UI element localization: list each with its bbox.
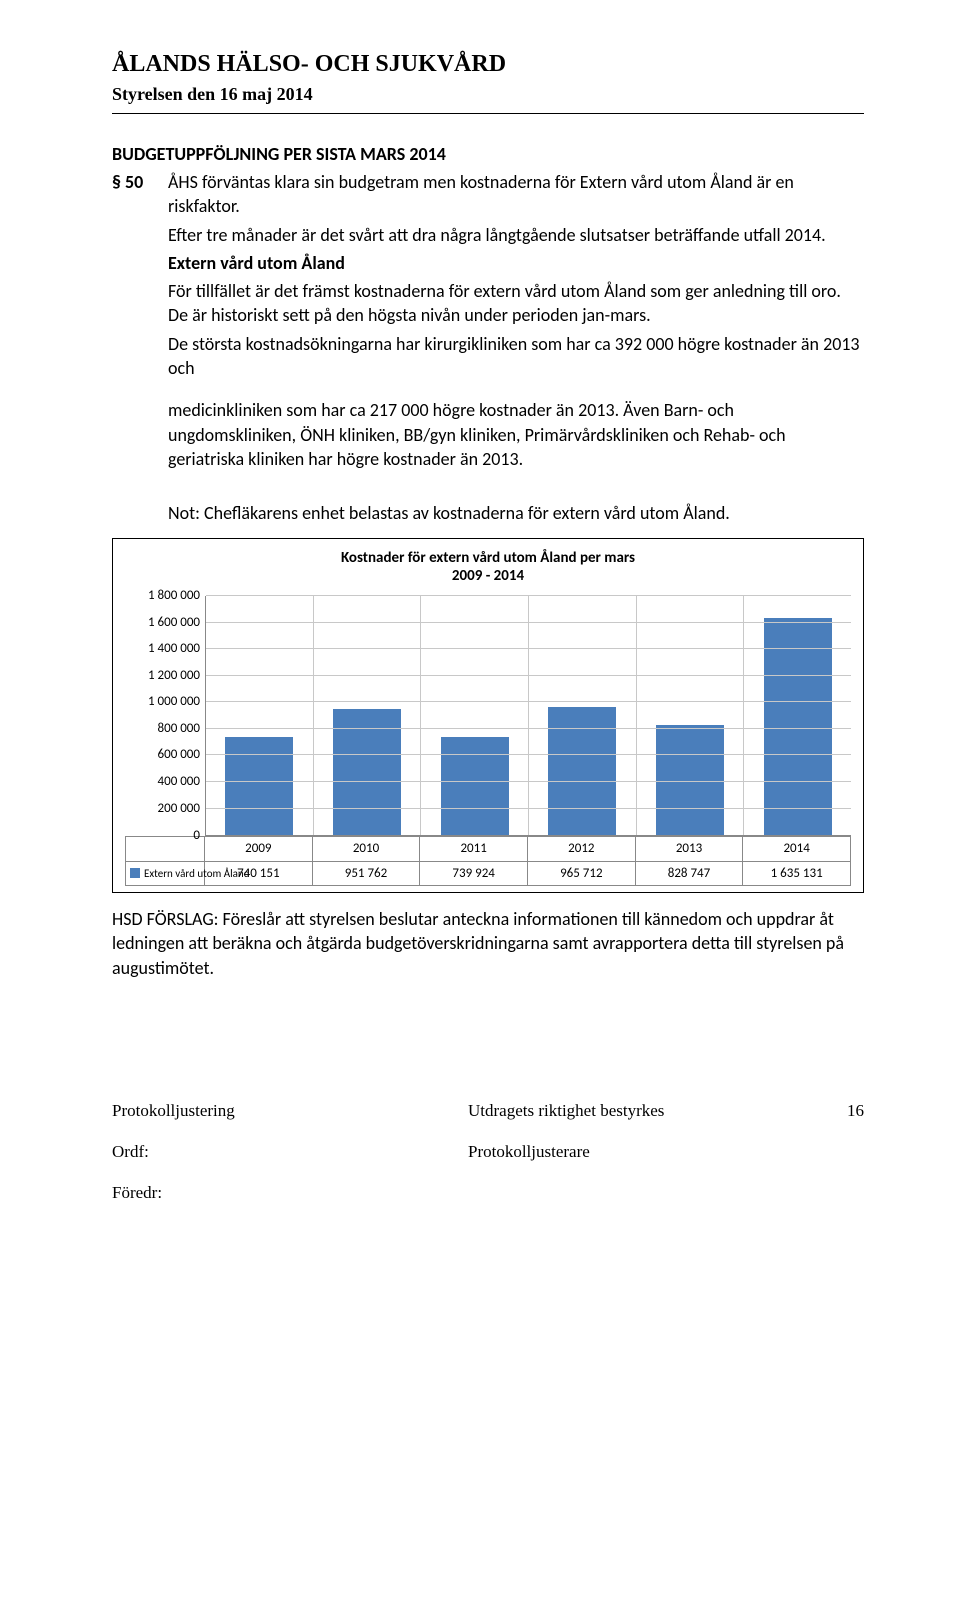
footer-ordf: Ordf: [112, 1141, 468, 1164]
section-title: BUDGETUPPFÖLJNING PER SISTA MARS 2014 [112, 142, 864, 166]
chart-bar [225, 737, 293, 835]
chart-y-tick-label: 0 [193, 826, 206, 844]
chart-legend-cell: Extern vård utom Åland [125, 862, 205, 887]
footer-protokolljustering: Protokolljustering [112, 1100, 468, 1123]
chart-bar-slot [637, 596, 745, 835]
chart-bar-slot [421, 596, 529, 835]
chart-y-tick-label: 200 000 [158, 800, 206, 818]
footer-foredr: Föredr: [112, 1182, 468, 1205]
chart-table-value: 828 747 [636, 862, 744, 887]
chart-y-tick-label: 600 000 [158, 747, 206, 765]
chart-y-tick-label: 400 000 [158, 773, 206, 791]
chart-title: Kostnader för extern vård utom Åland per… [125, 549, 851, 587]
chart-y-tick-label: 1 600 000 [148, 614, 206, 632]
chart-bar-slot [206, 596, 314, 835]
paragraph: De största kostnadsökningarna har kirurg… [168, 332, 864, 381]
divider [112, 113, 864, 114]
chart-table-value: 739 924 [420, 862, 528, 887]
chart-table-value: 965 712 [528, 862, 636, 887]
meeting-line: Styrelsen den 16 maj 2014 [112, 82, 864, 106]
legend-swatch [130, 868, 140, 878]
chart-gridline: 1 600 000 [206, 622, 851, 623]
org-title: ÅLANDS HÄLSO- OCH SJUKVÅRD [112, 48, 864, 80]
chart-plot: 0200 000400 000600 000800 0001 000 0001 … [205, 596, 851, 836]
chart-table-value: 740 151 [205, 862, 313, 887]
chart-gridline: 600 000 [206, 754, 851, 755]
chart-y-tick-label: 1 000 000 [148, 694, 206, 712]
footer-justerare: Protokolljusterare [468, 1141, 824, 1164]
chart-y-tick-label: 1 200 000 [148, 667, 206, 685]
paragraph-number: § 50 [112, 170, 168, 530]
chart-title-line: Kostnader för extern vård utom Åland per… [341, 549, 635, 567]
chart-container: Kostnader för extern vård utom Åland per… [112, 538, 864, 894]
chart-bar-slot [744, 596, 851, 835]
footer-page-number: 16 [824, 1100, 864, 1123]
chart-table-header: 2012 [528, 836, 636, 862]
chart-y-tick-label: 1 400 000 [148, 640, 206, 658]
chart-gridline: 1 000 000 [206, 701, 851, 702]
chart-bar [764, 618, 832, 835]
chart-gridline: 800 000 [206, 728, 851, 729]
chart-gridline: 200 000 [206, 808, 851, 809]
chart-table-value: 1 635 131 [743, 862, 851, 887]
proposal: HSD FÖRSLAG: Föreslår att styrelsen besl… [112, 907, 864, 980]
chart-table-header: 2014 [743, 836, 851, 862]
chart-bar-slot [314, 596, 422, 835]
note: Not: Chefläkarens enhet belastas av kost… [168, 501, 864, 525]
chart-bar [441, 737, 509, 835]
chart-gridline: 1 800 000 [206, 595, 851, 596]
paragraph: Efter tre månader är det svårt att dra n… [168, 223, 864, 247]
chart-table-header: 2009 [205, 836, 313, 862]
footer-verify: Utdragets riktighet bestyrkes [468, 1100, 824, 1123]
chart-title-line: 2009 - 2014 [452, 567, 524, 585]
chart-bars [206, 596, 851, 835]
chart-bar-slot [529, 596, 637, 835]
chart-gridline: 400 000 [206, 781, 851, 782]
chart-table-value: 951 762 [313, 862, 421, 887]
chart-data-table: 200920102011201220132014 Extern vård utom… [125, 836, 851, 886]
paragraph: ÅHS förväntas klara sin budgetram men ko… [168, 170, 864, 219]
chart-table-header: 2010 [313, 836, 421, 862]
page-footer: Protokolljustering Utdragets riktighet b… [112, 1100, 864, 1205]
chart-gridline: 1 400 000 [206, 648, 851, 649]
chart-y-tick-label: 800 000 [158, 720, 206, 738]
chart-table-header: 2013 [636, 836, 744, 862]
chart-table-header: 2011 [420, 836, 528, 862]
subheading: Extern vård utom Åland [168, 251, 864, 275]
chart-y-tick-label: 1 800 000 [148, 587, 206, 605]
chart-bar [548, 707, 616, 835]
paragraph: medicinkliniken som har ca 217 000 högre… [168, 398, 864, 471]
paragraph: För tillfället är det främst kostnaderna… [168, 279, 864, 328]
chart-gridline: 1 200 000 [206, 675, 851, 676]
